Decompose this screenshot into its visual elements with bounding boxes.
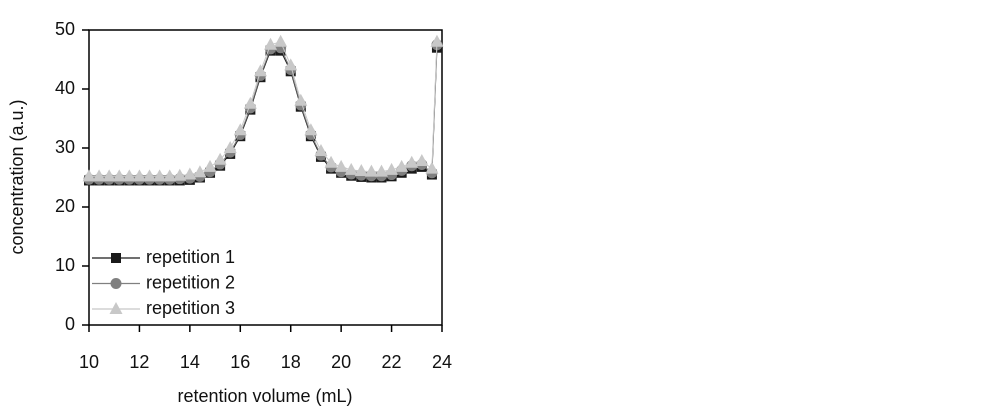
marker — [193, 165, 207, 178]
marker — [203, 159, 217, 172]
marker — [334, 159, 348, 172]
legend-marker — [109, 302, 123, 314]
marker — [92, 169, 106, 182]
marker — [243, 96, 257, 109]
marker — [274, 34, 288, 47]
marker — [223, 141, 237, 153]
marker — [344, 162, 358, 175]
y-tick-label: 40 — [55, 78, 75, 98]
marker — [264, 37, 278, 50]
marker — [163, 169, 177, 182]
marker — [173, 168, 187, 181]
marker — [385, 162, 399, 175]
marker — [324, 155, 338, 168]
y-tick-label: 0 — [65, 314, 75, 334]
x-tick-label: 18 — [281, 352, 301, 372]
marker — [425, 161, 439, 174]
legend-marker — [110, 278, 122, 289]
x-tick-label: 10 — [79, 352, 99, 372]
marker — [364, 164, 378, 177]
marker — [233, 123, 247, 136]
x-tick-label: 22 — [382, 352, 402, 372]
marker — [430, 34, 444, 47]
marker — [253, 64, 267, 77]
y-tick-label: 50 — [55, 19, 75, 39]
marker — [284, 58, 298, 71]
marker — [314, 143, 328, 156]
marker — [354, 164, 368, 177]
legend-label: repetition 2 — [146, 272, 235, 292]
marker — [374, 164, 388, 177]
y-tick-label: 30 — [55, 137, 75, 157]
marker — [183, 167, 197, 180]
marker — [415, 153, 429, 166]
x-tick-label: 16 — [230, 352, 250, 372]
y-tick-label: 10 — [55, 255, 75, 275]
marker — [122, 169, 136, 182]
x-tick-label: 12 — [129, 352, 149, 372]
y-tick-label: 20 — [55, 196, 75, 216]
marker — [304, 123, 318, 136]
marker — [112, 169, 126, 182]
x-tick-label: 20 — [331, 352, 351, 372]
marker — [143, 169, 157, 182]
marker — [102, 169, 116, 182]
legend-marker — [111, 253, 121, 263]
marker — [82, 169, 96, 182]
marker — [395, 159, 409, 172]
x-axis-label: retention volume (mL) — [177, 386, 352, 406]
legend-label: repetition 3 — [146, 298, 235, 318]
x-tick-label: 24 — [432, 352, 452, 372]
legend-label: repetition 1 — [146, 247, 235, 267]
y-axis-label: concentration (a.u.) — [7, 99, 27, 254]
marker — [132, 169, 146, 182]
marker — [213, 152, 227, 165]
marker — [294, 93, 308, 106]
marker — [153, 169, 167, 182]
x-tick-label: 14 — [180, 352, 200, 372]
marker — [405, 155, 419, 168]
